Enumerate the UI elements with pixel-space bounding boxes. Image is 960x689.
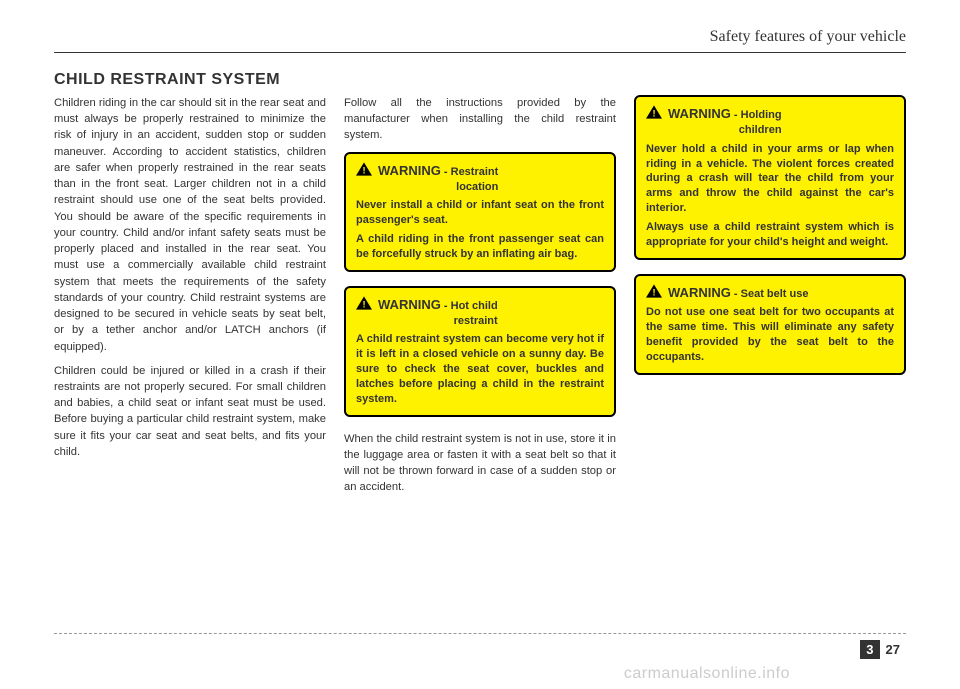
warning-subtitle: - Holding (734, 109, 782, 121)
warning-holding-children: ! WARNING - Holding children Never hold … (634, 95, 906, 260)
warning-title: WARNING (378, 163, 441, 178)
warning-header: ! WARNING - Holding children (646, 105, 894, 138)
warning-subtitle: - Hot child (444, 300, 498, 312)
page-number: 27 (880, 640, 906, 659)
svg-text:!: ! (362, 165, 365, 175)
warning-hot-child: ! WARNING - Hot child restraint A child … (344, 286, 616, 417)
column-2: Follow all the instructions provided by … (344, 95, 616, 504)
chapter-number: 3 (860, 640, 879, 659)
warning-icon: ! (356, 162, 372, 176)
section-header: Safety features of your vehicle (54, 28, 906, 53)
warning-header: ! WARNING - Seat belt use (646, 284, 894, 302)
warning-subtitle: location (378, 180, 498, 195)
warning-subtitle: - Restraint (444, 166, 498, 178)
warning-subtitle: restraint (378, 314, 498, 329)
warning-body: Do not use one seat belt for two occupan… (646, 305, 894, 364)
warning-subtitle: children (668, 123, 782, 138)
warning-icon: ! (646, 105, 662, 119)
svg-text:!: ! (652, 109, 655, 119)
watermark: carmanualsonline.info (624, 665, 790, 683)
page-footer: 3 27 (860, 640, 906, 659)
content-columns: Children riding in the car should sit in… (54, 95, 906, 504)
page-title: CHILD RESTRAINT SYSTEM (54, 71, 906, 89)
svg-text:!: ! (652, 287, 655, 297)
warning-title: WARNING (668, 285, 731, 300)
warning-restraint-location: ! WARNING - Restraint location Never ins… (344, 152, 616, 272)
body-paragraph: When the child restraint system is not i… (344, 431, 616, 496)
svg-text:!: ! (362, 299, 365, 309)
warning-header: ! WARNING - Hot child restraint (356, 296, 604, 329)
warning-title: WARNING (378, 297, 441, 312)
page-divider (54, 633, 906, 634)
body-paragraph: Follow all the instructions provided by … (344, 95, 616, 144)
manual-page: Safety features of your vehicle CHILD RE… (0, 0, 960, 504)
warning-body: Never install a child or infant seat on … (356, 198, 604, 228)
warning-icon: ! (356, 296, 372, 310)
warning-body: Never hold a child in your arms or lap w… (646, 142, 894, 216)
warning-body: A child restraint system can become very… (356, 332, 604, 406)
warning-header: ! WARNING - Restraint location (356, 162, 604, 195)
warning-seat-belt-use: ! WARNING - Seat belt use Do not use one… (634, 274, 906, 375)
warning-icon: ! (646, 284, 662, 298)
warning-title: WARNING (668, 106, 731, 121)
column-1: Children riding in the car should sit in… (54, 95, 326, 504)
warning-body: A child riding in the front passenger se… (356, 232, 604, 262)
warning-subtitle: - Seat belt use (734, 288, 809, 300)
warning-body: Always use a child restraint system whic… (646, 220, 894, 250)
column-3: ! WARNING - Holding children Never hold … (634, 95, 906, 504)
body-paragraph: Children riding in the car should sit in… (54, 95, 326, 355)
body-paragraph: Children could be injured or killed in a… (54, 363, 326, 460)
